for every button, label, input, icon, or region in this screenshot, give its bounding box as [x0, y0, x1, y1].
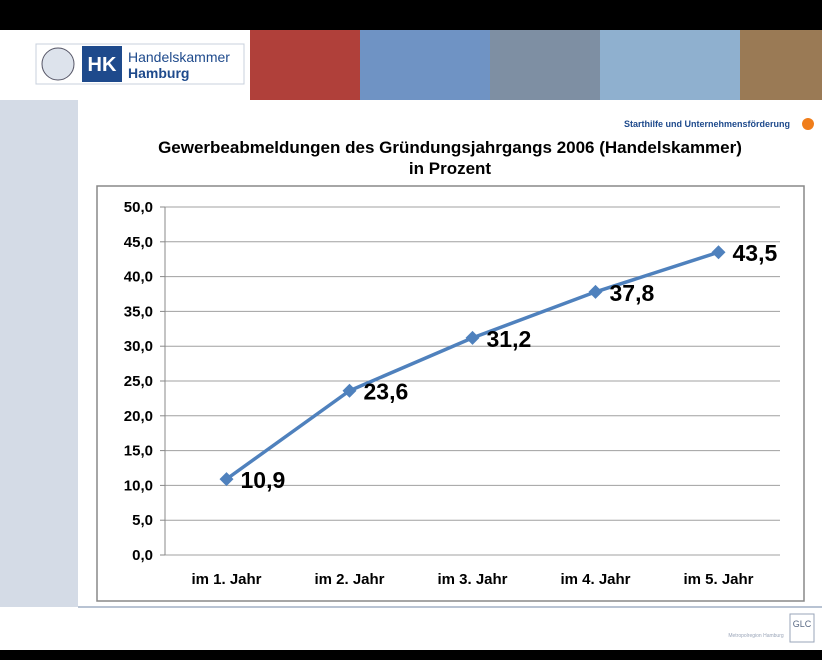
chart-subtitle: in Prozent — [409, 159, 492, 178]
y-tick-label: 35,0 — [124, 303, 153, 320]
chart-title: Gewerbeabmeldungen des Gründungsjahrgang… — [158, 138, 742, 157]
slide: HK Handelskammer Hamburg Starthilfe und … — [0, 0, 822, 660]
x-tick-label: im 4. Jahr — [560, 571, 630, 588]
value-label: 37,8 — [610, 280, 655, 306]
section-label: Starthilfe und Unternehmensförderung — [624, 119, 790, 129]
x-tick-label: im 3. Jahr — [437, 571, 507, 588]
chart-frame — [97, 186, 804, 601]
footer — [0, 607, 822, 650]
value-label: 23,6 — [364, 379, 409, 405]
x-tick-label: im 1. Jahr — [191, 571, 261, 588]
y-tick-label: 45,0 — [124, 234, 153, 251]
bottom-band — [0, 650, 822, 660]
logo-line1: Handelskammer — [128, 49, 230, 65]
x-tick-label: im 2. Jahr — [314, 571, 384, 588]
section-dot — [802, 118, 814, 130]
y-tick-label: 0,0 — [132, 547, 153, 564]
y-tick-label: 40,0 — [124, 269, 153, 286]
logo-crest — [42, 48, 74, 80]
sidebar — [0, 100, 78, 607]
y-tick-label: 25,0 — [124, 373, 153, 390]
y-tick-label: 5,0 — [132, 512, 153, 529]
value-label: 10,9 — [241, 467, 286, 493]
value-label: 31,2 — [487, 326, 532, 352]
y-tick-label: 20,0 — [124, 408, 153, 425]
logo-short: HK — [88, 54, 117, 76]
y-tick-label: 30,0 — [124, 338, 153, 355]
footer-logo-left: Metropolregion Hamburg — [728, 633, 784, 639]
y-tick-label: 15,0 — [124, 443, 153, 460]
y-tick-label: 10,0 — [124, 477, 153, 494]
footer-logo-right: GLC — [793, 619, 812, 629]
top-band — [0, 0, 822, 30]
y-tick-label: 50,0 — [124, 199, 153, 216]
logo-line2: Hamburg — [128, 65, 189, 81]
header-photos — [250, 30, 822, 100]
x-tick-label: im 5. Jahr — [683, 571, 753, 588]
value-label: 43,5 — [733, 240, 778, 266]
